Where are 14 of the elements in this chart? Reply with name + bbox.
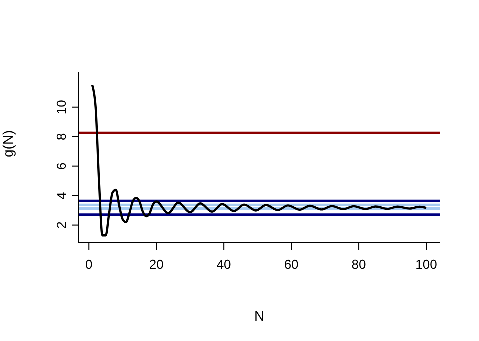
x-tick-label: 0 [86,257,93,272]
y-tick-label: 10 [54,100,69,115]
y-axis-title: g(N) [0,130,16,158]
line-series [91,84,428,237]
y-tick-label: 4 [54,192,69,200]
x-tick-label: 40 [216,257,232,272]
x-tick-label: 20 [149,257,164,272]
y-tick-label: 6 [54,162,69,170]
x-tick-label: 80 [352,257,366,272]
y-tick-label: 2 [54,222,69,229]
y-tick-label: 8 [54,133,69,140]
x-tick-label: 100 [416,257,438,272]
x-axis-title: N [254,308,265,324]
x-tick-label: 60 [284,257,299,272]
